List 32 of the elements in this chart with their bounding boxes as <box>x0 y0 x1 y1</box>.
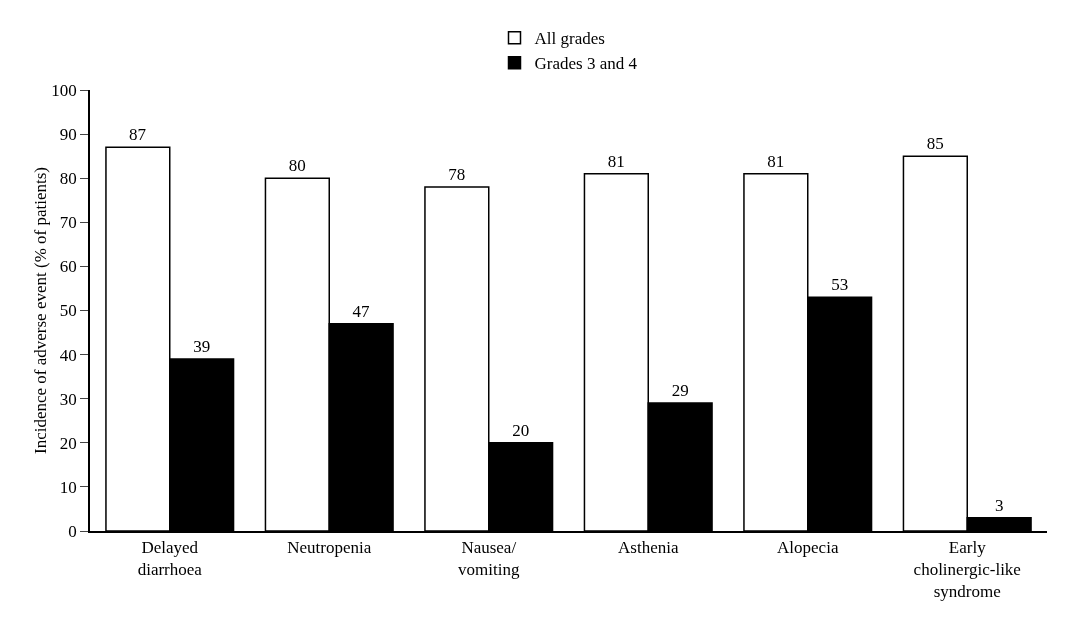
y-tick-label: 60 <box>59 257 77 277</box>
data-label: 80 <box>288 156 306 176</box>
y-tick-label: 50 <box>59 301 77 321</box>
data-label: 81 <box>607 151 625 171</box>
data-label: 20 <box>512 420 530 440</box>
data-label: 87 <box>129 125 147 145</box>
x-tick-label: Neutropenia <box>287 538 372 558</box>
data-label: 3 <box>994 495 1004 515</box>
y-tick-label: 0 <box>68 521 77 541</box>
y-axis-title: Incidence of adverse event (% of patients) <box>30 167 50 454</box>
x-tick-label: Nausea/ vomiting <box>458 538 520 580</box>
y-tick-label: 10 <box>59 477 77 497</box>
y-tick-label: 40 <box>59 345 77 365</box>
data-label: 53 <box>831 275 849 295</box>
y-tick-label: 90 <box>59 125 77 145</box>
data-label: 81 <box>767 151 785 171</box>
data-label: 47 <box>352 301 370 321</box>
data-label: 29 <box>671 381 689 401</box>
legend-label: Grades 3 and 4 <box>534 54 638 74</box>
data-label: 39 <box>193 337 211 357</box>
x-tick-label: Alopecia <box>777 538 839 558</box>
x-tick-label: Asthenia <box>618 538 679 558</box>
y-tick-label: 80 <box>59 169 77 189</box>
data-label: 78 <box>448 165 466 185</box>
data-label: 85 <box>926 134 944 154</box>
y-tick-label: 30 <box>59 389 77 409</box>
y-tick-label: 100 <box>51 80 77 100</box>
x-tick-label: Early cholinergic-like syndrome <box>913 538 1021 602</box>
x-tick-label: Delayed diarrhoea <box>137 538 203 580</box>
y-tick-label: 70 <box>59 213 77 233</box>
legend-label: All grades <box>534 29 605 49</box>
y-tick-label: 20 <box>59 433 77 453</box>
